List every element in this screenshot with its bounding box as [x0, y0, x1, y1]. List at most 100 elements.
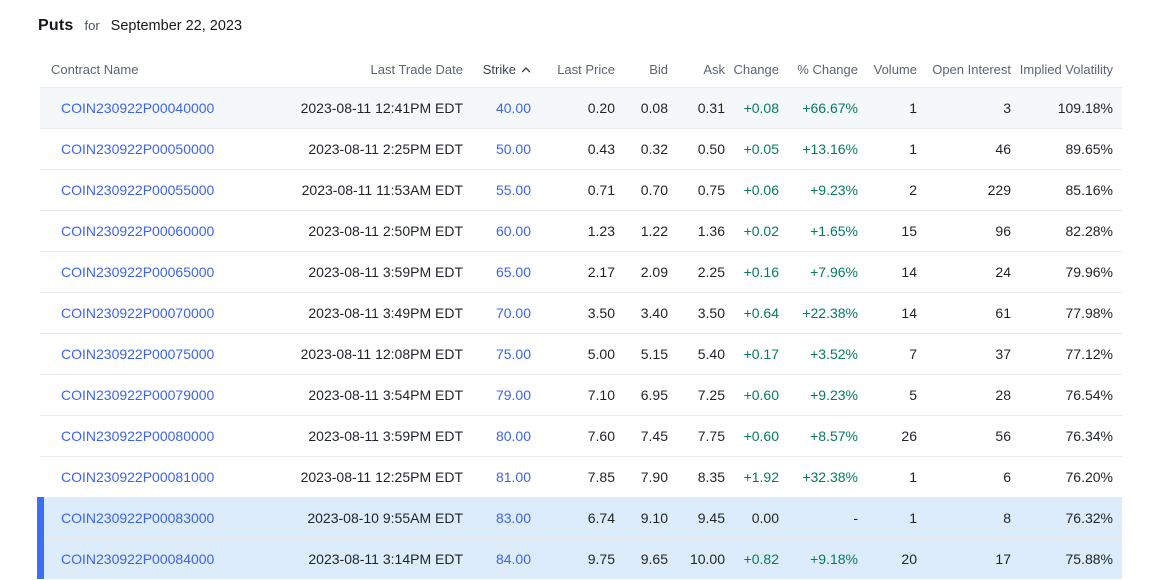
change-cell: +0.64 [727, 292, 781, 333]
contract-link[interactable]: COIN230922P00083000 [61, 510, 215, 526]
last-trade-date-cell: 2023-08-11 3:59PM EDT [255, 251, 465, 292]
ask-cell: 0.31 [670, 87, 727, 128]
contract-link[interactable]: COIN230922P00079000 [61, 387, 215, 403]
strike-cell: 55.00 [465, 169, 533, 210]
last-trade-date-cell: 2023-08-11 3:59PM EDT [255, 415, 465, 456]
col-header-percent-change[interactable]: % Change [797, 62, 858, 77]
col-header-last-price[interactable]: Last Price [557, 62, 615, 77]
option-row: COIN230922P00055000 2023-08-11 11:53AM E… [40, 169, 1122, 210]
last-price-cell: 3.50 [533, 292, 617, 333]
ask-cell: 7.75 [670, 415, 727, 456]
contract-link[interactable]: COIN230922P00050000 [61, 141, 215, 157]
col-header-implied-volatility[interactable]: Implied Volatility [1019, 62, 1113, 77]
implied-volatility-cell: 76.34% [1013, 415, 1122, 456]
contract-name-cell: COIN230922P00055000 [40, 169, 255, 210]
col-header-bid[interactable]: Bid [649, 62, 668, 77]
col-header-last-trade-date[interactable]: Last Trade Date [370, 62, 464, 77]
contract-link[interactable]: COIN230922P00060000 [61, 223, 215, 239]
contract-link[interactable]: COIN230922P00070000 [61, 305, 215, 321]
strike-cell: 75.00 [465, 333, 533, 374]
change-cell: +0.08 [727, 87, 781, 128]
strike-link[interactable]: 40.00 [495, 100, 531, 116]
contract-link[interactable]: COIN230922P00081000 [61, 469, 215, 485]
change-cell: +0.82 [727, 538, 781, 579]
change-cell: +0.05 [727, 128, 781, 169]
open-interest-cell: 6 [919, 456, 1013, 497]
strike-cell: 81.00 [465, 456, 533, 497]
option-row: COIN230922P00084000 2023-08-11 3:14PM ED… [37, 538, 1122, 579]
change-cell: +0.16 [727, 251, 781, 292]
bid-cell: 0.70 [617, 169, 670, 210]
contract-link[interactable]: COIN230922P00080000 [61, 428, 215, 444]
option-row: COIN230922P00040000 2023-08-11 12:41PM E… [40, 87, 1122, 128]
strike-link[interactable]: 79.00 [495, 387, 531, 403]
table-header-row: Contract Name Last Trade Date Strike Las… [40, 53, 1122, 87]
change-cell: +0.17 [727, 333, 781, 374]
open-interest-cell: 56 [919, 415, 1013, 456]
option-row: COIN230922P00060000 2023-08-11 2:50PM ED… [40, 210, 1122, 251]
strike-link[interactable]: 65.00 [495, 264, 531, 280]
strike-link[interactable]: 60.00 [495, 223, 531, 239]
percent-change-cell: - [781, 497, 860, 538]
volume-cell: 1 [860, 128, 919, 169]
col-header-contract-name[interactable]: Contract Name [51, 62, 139, 77]
implied-volatility-cell: 77.12% [1013, 333, 1122, 374]
strike-cell: 60.00 [465, 210, 533, 251]
chevron-up-icon [521, 62, 531, 77]
percent-change-cell: +9.23% [781, 169, 860, 210]
last-price-cell: 7.60 [533, 415, 617, 456]
puts-title: Puts [38, 17, 74, 34]
strike-link[interactable]: 55.00 [495, 182, 531, 198]
strike-cell: 65.00 [465, 251, 533, 292]
contract-link[interactable]: COIN230922P00065000 [61, 264, 215, 280]
section-title: Puts for September 22, 2023 [38, 15, 1158, 37]
strike-link[interactable]: 81.00 [495, 469, 531, 485]
percent-change-cell: +1.65% [781, 210, 860, 251]
strike-link[interactable]: 70.00 [495, 305, 531, 321]
strike-link[interactable]: 50.00 [495, 141, 531, 157]
ask-cell: 3.50 [670, 292, 727, 333]
col-header-change[interactable]: Change [733, 62, 779, 77]
ask-cell: 8.35 [670, 456, 727, 497]
col-header-open-interest[interactable]: Open Interest [932, 62, 1011, 77]
volume-cell: 2 [860, 169, 919, 210]
volume-cell: 1 [860, 87, 919, 128]
col-header-volume[interactable]: Volume [873, 62, 917, 77]
col-header-strike[interactable]: Strike [465, 53, 533, 87]
strike-cell: 84.00 [465, 538, 533, 579]
open-interest-cell: 37 [919, 333, 1013, 374]
change-cell: 0.00 [727, 497, 781, 538]
col-header-ask[interactable]: Ask [703, 62, 725, 77]
change-cell: +0.02 [727, 210, 781, 251]
implied-volatility-cell: 76.20% [1013, 456, 1122, 497]
strike-link[interactable]: 83.00 [495, 510, 531, 526]
ask-cell: 5.40 [670, 333, 727, 374]
contract-link[interactable]: COIN230922P00055000 [61, 182, 215, 198]
contract-link[interactable]: COIN230922P00040000 [61, 100, 215, 116]
ask-cell: 0.50 [670, 128, 727, 169]
puts-options-table: Contract Name Last Trade Date Strike Las… [37, 53, 1122, 579]
expiration-date: September 22, 2023 [110, 18, 243, 34]
last-trade-date-cell: 2023-08-11 12:41PM EDT [255, 87, 465, 128]
strike-link[interactable]: 84.00 [495, 551, 531, 567]
table-body: COIN230922P00040000 2023-08-11 12:41PM E… [37, 87, 1122, 579]
implied-volatility-cell: 79.96% [1013, 251, 1122, 292]
last-price-cell: 6.74 [533, 497, 617, 538]
contract-link[interactable]: COIN230922P00084000 [61, 551, 215, 567]
percent-change-cell: +13.16% [781, 128, 860, 169]
change-cell: +1.92 [727, 456, 781, 497]
strike-link[interactable]: 80.00 [495, 428, 531, 444]
strike-link[interactable]: 75.00 [495, 346, 531, 362]
last-price-cell: 0.43 [533, 128, 617, 169]
bid-cell: 9.65 [617, 538, 670, 579]
strike-cell: 50.00 [465, 128, 533, 169]
volume-cell: 14 [860, 251, 919, 292]
contract-name-cell: COIN230922P00079000 [40, 374, 255, 415]
contract-link[interactable]: COIN230922P00075000 [61, 346, 215, 362]
bid-cell: 0.08 [617, 87, 670, 128]
ask-cell: 7.25 [670, 374, 727, 415]
open-interest-cell: 96 [919, 210, 1013, 251]
strike-cell: 40.00 [465, 87, 533, 128]
open-interest-cell: 28 [919, 374, 1013, 415]
last-trade-date-cell: 2023-08-10 9:55AM EDT [255, 497, 465, 538]
